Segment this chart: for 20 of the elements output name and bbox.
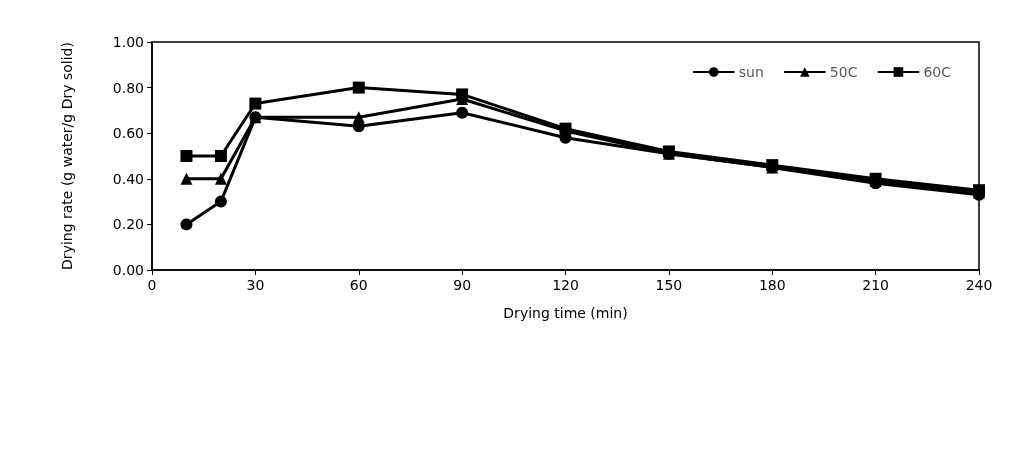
y-axis-title: Drying rate (g water/g Dry solid) (59, 42, 75, 270)
x-axis-title: Drying time (min) (503, 305, 628, 321)
x-tick-label: 30 (246, 277, 265, 293)
x-tick-label: 0 (147, 277, 157, 293)
y-tick-label: 0.40 (112, 170, 144, 187)
y-tick-label: 0.80 (112, 79, 144, 96)
legend-label: 60C (923, 64, 952, 80)
x-tick-label: 60 (349, 277, 368, 293)
x-tick-label: 120 (552, 277, 579, 293)
y-tick-label: 0.20 (112, 216, 144, 233)
x-tick-label: 90 (453, 277, 472, 293)
y-tick-label: 0.60 (112, 125, 144, 142)
x-tick-label: 150 (655, 277, 683, 293)
x-tick-label: 240 (965, 277, 993, 293)
x-tick-label: 180 (758, 277, 786, 293)
y-tick-label: 1.00 (112, 34, 144, 50)
legend-label: sun (738, 64, 764, 80)
y-tick-label: 0.00 (112, 262, 144, 278)
legend-label: 50C (829, 64, 858, 80)
x-tick-label: 210 (862, 277, 889, 293)
